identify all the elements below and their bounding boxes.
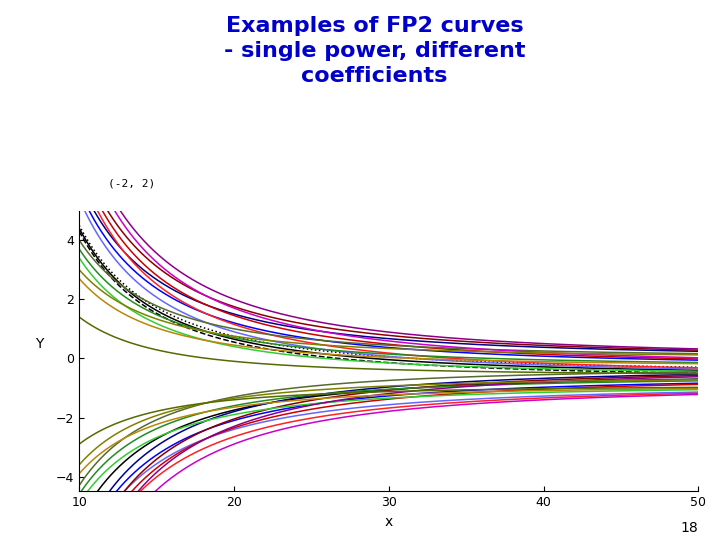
X-axis label: x: x xyxy=(384,515,393,529)
Y-axis label: Y: Y xyxy=(35,337,43,351)
Text: 18: 18 xyxy=(680,521,698,535)
Text: (-2, 2): (-2, 2) xyxy=(108,179,156,189)
Text: Examples of FP2 curves
- single power, different
coefficients: Examples of FP2 curves - single power, d… xyxy=(224,16,525,86)
